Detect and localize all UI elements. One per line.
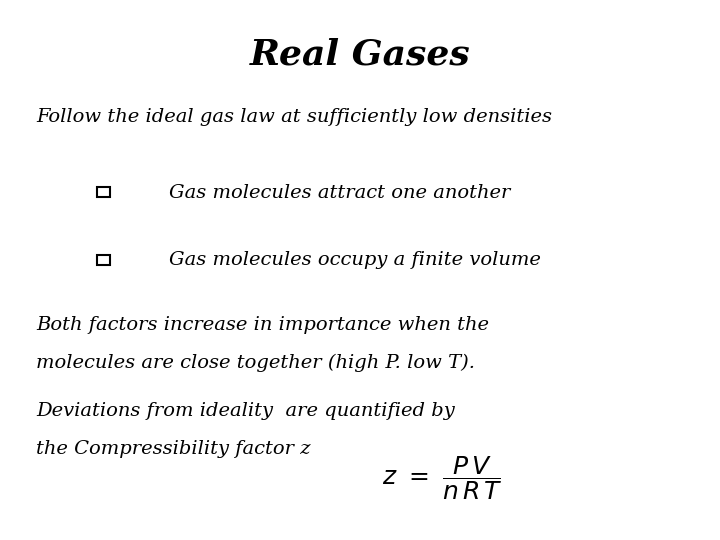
- Text: Real Gases: Real Gases: [250, 38, 470, 72]
- Text: molecules are close together (high P. low T).: molecules are close together (high P. lo…: [36, 354, 475, 372]
- Text: the Compressibility factor z: the Compressibility factor z: [36, 440, 310, 458]
- Text: $z \ = \ \dfrac{P\,V}{n\,R\,T}$: $z \ = \ \dfrac{P\,V}{n\,R\,T}$: [382, 454, 502, 502]
- Text: Both factors increase in importance when the: Both factors increase in importance when…: [36, 316, 489, 334]
- Text: Deviations from ideality  are quantified by: Deviations from ideality are quantified …: [36, 402, 455, 420]
- Text: Gas molecules attract one another: Gas molecules attract one another: [169, 184, 510, 201]
- Text: Gas molecules occupy a finite volume: Gas molecules occupy a finite volume: [169, 251, 541, 269]
- Text: Follow the ideal gas law at sufficiently low densities: Follow the ideal gas law at sufficiently…: [36, 108, 552, 126]
